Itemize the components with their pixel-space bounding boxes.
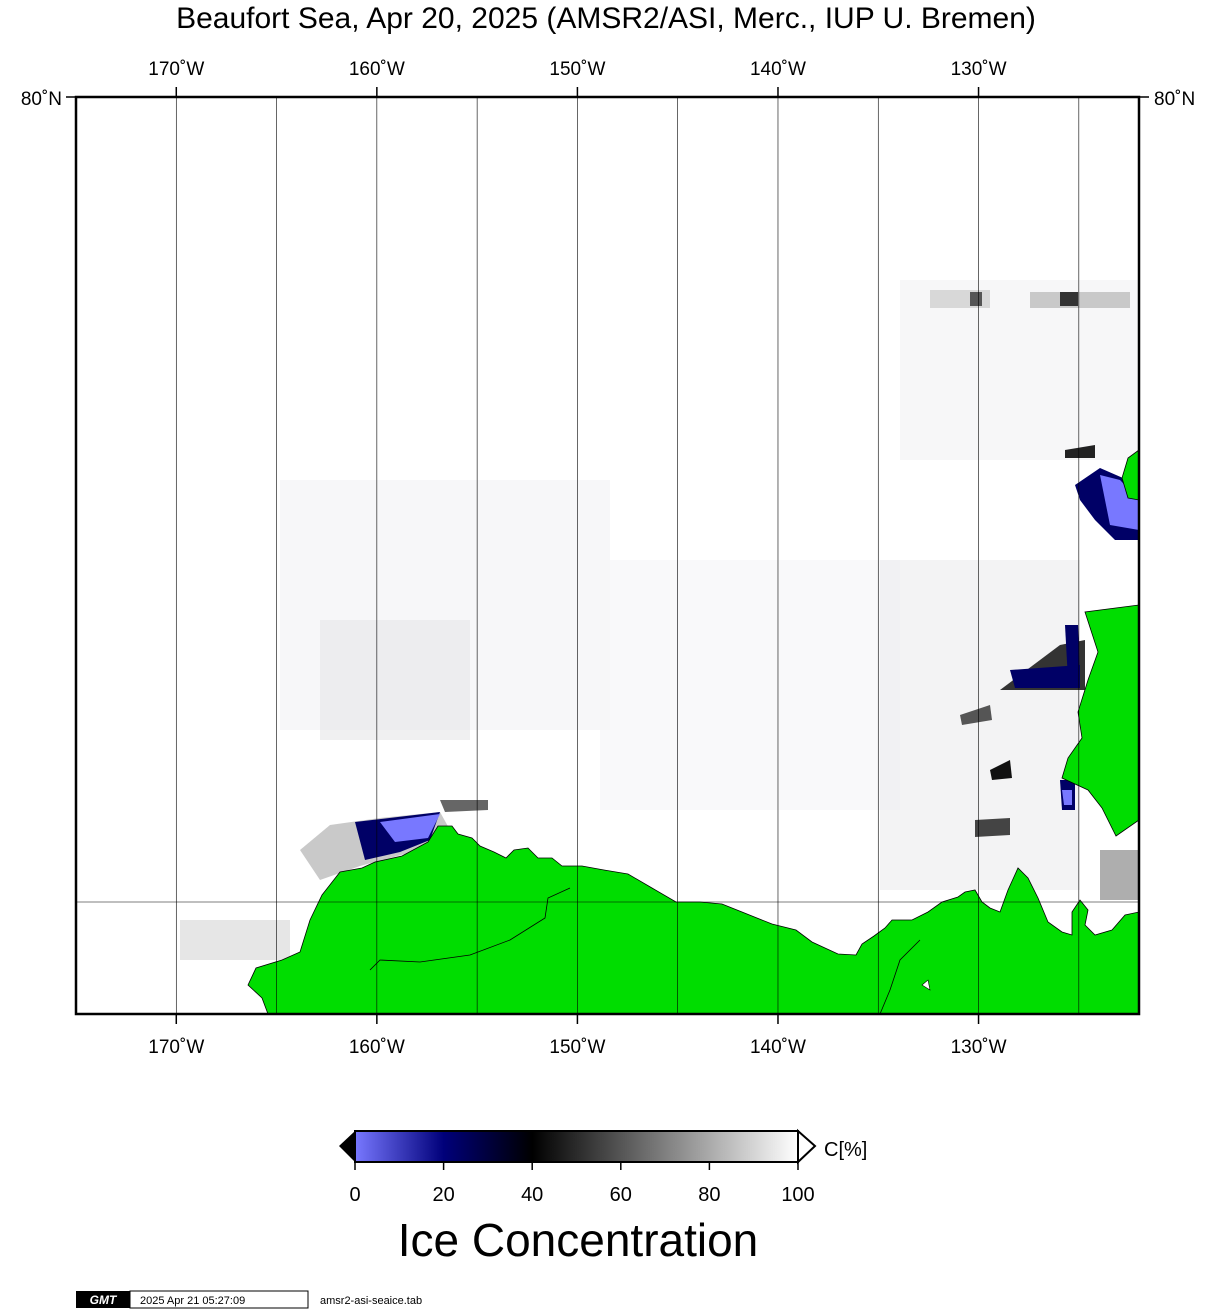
lon-label-top: 170˚W xyxy=(148,59,204,80)
colorbar-tick-label: 60 xyxy=(610,1184,632,1206)
colorbar-tick-label: 80 xyxy=(698,1184,720,1206)
colorbar: C[%] 0 20 40 60 80 100 Ice Concentration xyxy=(339,1128,867,1266)
colorbar-title: Ice Concentration xyxy=(398,1214,759,1266)
colorbar-tick-label: 100 xyxy=(781,1184,814,1206)
ice-texture xyxy=(180,280,1139,960)
ice-patches xyxy=(300,445,1139,880)
graticule xyxy=(175,97,1080,1014)
colorbar-bar xyxy=(354,1130,799,1163)
gmt-stamp: GMT 2025 Apr 21 05:27:09 amsr2-asi-seaic… xyxy=(76,1290,422,1309)
colorbar-high-arrow xyxy=(797,1128,817,1165)
map-title: Beaufort Sea, Apr 20, 2025 (AMSR2/ASI, M… xyxy=(176,2,1036,35)
lon-label-bottom: 150˚W xyxy=(549,1037,605,1058)
lon-label-bottom: 170˚W xyxy=(148,1037,204,1058)
alaska-north-slope xyxy=(247,825,1139,1014)
lat-label-left: 80˚N xyxy=(21,89,62,110)
colorbar-tick-label: 40 xyxy=(521,1184,543,1206)
gmt-logo: GMT xyxy=(90,1293,118,1307)
colorbar-low-arrow xyxy=(339,1131,355,1162)
colorbar-tick-label: 0 xyxy=(349,1184,360,1206)
lon-label-top: 160˚W xyxy=(349,59,405,80)
colorbar-unit: C[%] xyxy=(824,1139,867,1161)
colorbar-ticks: 0 20 40 60 80 100 xyxy=(349,1162,815,1206)
lon-label-top: 150˚W xyxy=(549,59,605,80)
inlet xyxy=(921,979,931,991)
colorbar-tick-label: 20 xyxy=(432,1184,454,1206)
longitude-ticks: 170˚W 170˚W 160˚W 160˚W 150˚W 150˚W 140˚W 140˚W… xyxy=(148,59,1006,1058)
river-line xyxy=(879,939,921,1014)
lon-label-bottom: 130˚W xyxy=(951,1037,1007,1058)
timestamp-box xyxy=(129,1290,309,1309)
prince-patrick-island xyxy=(1121,449,1139,501)
lon-label-bottom: 160˚W xyxy=(349,1037,405,1058)
filename: amsr2-asi-seaice.tab xyxy=(320,1295,422,1307)
lon-label-top: 140˚W xyxy=(750,59,806,80)
banks-island xyxy=(1061,604,1139,837)
gmt-logo-box xyxy=(76,1291,130,1308)
lat-label-right: 80˚N xyxy=(1154,89,1195,110)
map-frame xyxy=(74,95,1141,1016)
timestamp: 2025 Apr 21 05:27:09 xyxy=(140,1295,245,1307)
lon-label-bottom: 140˚W xyxy=(750,1037,806,1058)
map-area xyxy=(76,97,1139,1014)
lon-label-top: 130˚W xyxy=(951,59,1007,80)
border-line xyxy=(369,887,571,971)
land xyxy=(247,449,1139,1014)
